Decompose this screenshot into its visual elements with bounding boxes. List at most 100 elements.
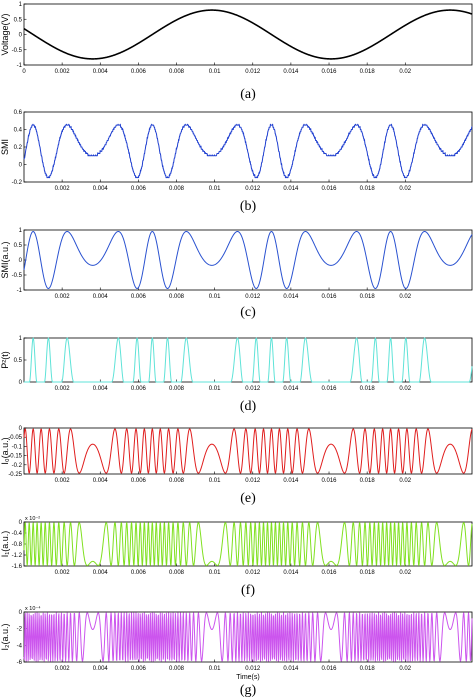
panel-e: 0.002 0.004 0.006 0.008 0.01 0.012 0.014 0.016 0… — [0, 426, 473, 506]
panel-caption: (a) — [240, 87, 256, 102]
x-tick-label: 0.006 — [131, 570, 147, 576]
x-tick-label: 0.014 — [283, 386, 299, 392]
y-tick-label: -0.25 — [8, 472, 22, 478]
x-tick-label: 0.018 — [360, 478, 376, 484]
axis-exponent: x 10⁻² — [25, 516, 40, 522]
series-line — [23, 9, 473, 60]
y-tick-label: -0.2 — [12, 463, 23, 469]
x-tick-label: 0.016 — [322, 294, 338, 300]
axis-exponent: x 10⁻⁴ — [25, 605, 41, 612]
y-tick-label: 1 — [19, 228, 23, 234]
x-tick-label: 0.008 — [169, 294, 185, 300]
panel-c: 0.002 0.004 0.006 0.008 0.01 0.012 0.014 0.016 0… — [0, 228, 473, 320]
panel-a: 0 0.002 0.004 0.006 0.008 0.01 0.012 0.014 0.016… — [0, 2, 473, 102]
x-tick-label: 0.016 — [322, 570, 338, 576]
panel-caption: (g) — [240, 683, 257, 698]
x-tick-label: 0.018 — [360, 186, 376, 192]
y-tick-label: -1 — [17, 288, 23, 294]
x-tick-label: 0.016 — [322, 69, 338, 75]
x-tick-label: 0.002 — [55, 478, 71, 484]
y-axis-label: SMI — [0, 139, 10, 155]
x-tick-label: 0.012 — [245, 69, 261, 75]
y-tick-label: 0.6 — [14, 110, 23, 116]
series-line — [23, 612, 473, 662]
y-tick-label: -0.2 — [12, 180, 23, 186]
x-tick-label: 0.004 — [93, 478, 109, 484]
x-tick-label: 0.008 — [169, 478, 185, 484]
x-tick-label: 0.008 — [169, 386, 185, 392]
y-tick-label: 0 — [19, 163, 23, 169]
x-tick-label: 0.02 — [399, 570, 411, 576]
x-tick-label: 0.004 — [93, 69, 109, 75]
y-tick-label: 0 — [19, 380, 23, 386]
x-tick-label: 0.016 — [322, 186, 338, 192]
x-tick-label: 0.01 — [209, 666, 221, 672]
x-tick-label: 0.012 — [245, 570, 261, 576]
x-tick-label: 0.012 — [245, 186, 261, 192]
x-tick-label: 0.014 — [283, 69, 299, 75]
y-tick-label: 0 — [19, 426, 23, 432]
x-tick-label: 0.004 — [93, 386, 109, 392]
x-tick-label: 0.012 — [245, 386, 261, 392]
x-tick-label: 0.006 — [131, 666, 147, 672]
y-tick-label: -0.1 — [12, 444, 23, 450]
x-tick-label: 0.008 — [169, 186, 185, 192]
y-tick-label: 0.5 — [14, 243, 23, 249]
x-tick-label: 0.01 — [209, 186, 221, 192]
y-tick-label: -1.2 — [12, 553, 23, 559]
y-axis-label: I₁(a.u.) — [0, 531, 10, 558]
x-tick-label: 0.01 — [209, 294, 221, 300]
x-tick-label: 0.018 — [360, 570, 376, 576]
x-tick-label: 0.02 — [399, 386, 411, 392]
x-tick-label: 0.016 — [322, 386, 338, 392]
x-tick-label: 0.016 — [322, 478, 338, 484]
x-tick-label: 0.012 — [245, 294, 261, 300]
y-tick-label: -2 — [17, 627, 23, 633]
panel-caption: (c) — [240, 305, 256, 320]
y-axis-label: I₀(a.u.) — [0, 437, 10, 464]
x-tick-label: 0.014 — [283, 186, 299, 192]
x-axis-label: Time(s) — [236, 674, 259, 681]
x-tick-label: 0.002 — [55, 186, 71, 192]
x-tick-label: 0.018 — [360, 294, 376, 300]
x-tick-label: 0.006 — [131, 478, 147, 484]
y-axis-label: P²(t) — [0, 351, 10, 369]
y-tick-label: 0.5 — [14, 358, 23, 364]
y-tick-label: 0 — [19, 258, 23, 264]
x-tick-label: 0.002 — [55, 570, 71, 576]
x-tick-label: 0 — [22, 69, 26, 75]
panel-caption: (f) — [241, 583, 255, 598]
x-tick-label: 0.014 — [283, 570, 299, 576]
y-tick-label: 0 — [19, 610, 23, 616]
x-tick-label: 0.014 — [283, 666, 299, 672]
x-tick-label: 0.02 — [399, 69, 411, 75]
x-tick-label: 0.02 — [399, 666, 411, 672]
x-tick-label: 0.01 — [209, 386, 221, 392]
x-tick-label: 0.002 — [55, 666, 71, 672]
x-tick-label: 0.006 — [131, 294, 147, 300]
series-line — [23, 123, 473, 179]
series-line — [23, 522, 473, 566]
x-tick-label: 0.008 — [169, 666, 185, 672]
x-tick-label: 0.01 — [209, 570, 221, 576]
y-tick-label: -0.15 — [8, 454, 22, 460]
x-tick-label: 0.018 — [360, 666, 376, 672]
plot-frame — [23, 427, 473, 475]
x-tick-label: 0.012 — [245, 478, 261, 484]
series-line — [23, 231, 473, 289]
x-tick-label: 0.002 — [55, 386, 71, 392]
x-tick-label: 0.014 — [283, 478, 299, 484]
plot-frame — [23, 611, 473, 663]
x-tick-label: 0.01 — [209, 478, 221, 484]
y-tick-label: 1 — [19, 336, 23, 342]
x-tick-label: 0.004 — [93, 294, 109, 300]
x-tick-label: 0.008 — [169, 570, 185, 576]
x-tick-label: 0.014 — [283, 294, 299, 300]
y-axis-label: SMI(a.u.) — [0, 241, 10, 278]
y-axis-label: I₂(a.u.) — [0, 623, 10, 650]
panel-caption: (d) — [240, 399, 257, 414]
panel-caption: (b) — [240, 199, 257, 214]
y-tick-label: 0 — [19, 33, 23, 39]
x-tick-label: 0.006 — [131, 69, 147, 75]
